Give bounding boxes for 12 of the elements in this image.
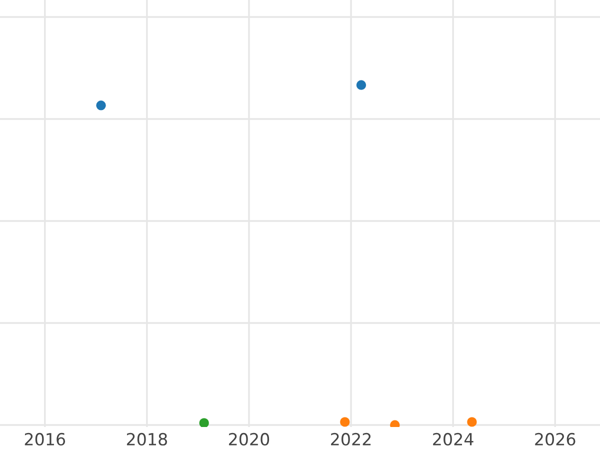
x-tick-label: 2026	[535, 432, 576, 446]
point	[96, 100, 106, 110]
point	[467, 417, 477, 427]
x-tick-label: 2022	[331, 432, 371, 446]
x-tick-label: 2024	[433, 432, 474, 446]
x-tick-label: 2018	[126, 432, 168, 446]
point	[199, 418, 209, 428]
x-tick-label: 2020	[228, 432, 270, 446]
x-tick-label: 2016	[24, 432, 66, 446]
point	[356, 80, 366, 90]
point	[340, 417, 350, 427]
point	[390, 420, 400, 428]
